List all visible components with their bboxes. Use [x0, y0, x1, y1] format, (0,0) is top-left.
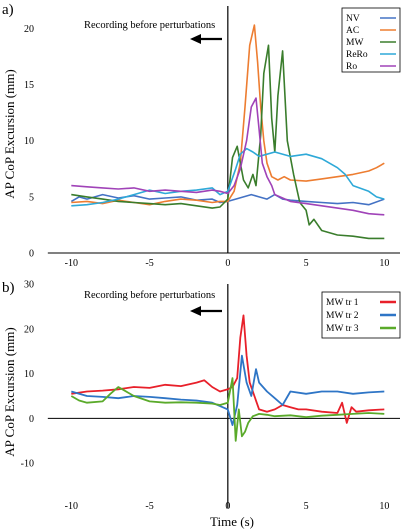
legend-label: MW tr 1 — [326, 298, 359, 308]
series-line-mw-tr-2 — [71, 354, 385, 427]
legend-label: MW tr 3 — [326, 324, 359, 334]
x-axis-label: Time (s) — [210, 514, 254, 529]
y-axis-label: AP CoP Excursion (mm) — [2, 69, 17, 198]
panel-label: b) — [2, 280, 15, 296]
panel-label: a) — [2, 2, 14, 18]
annotation-arrowhead — [190, 34, 201, 44]
y-tick-label: 0 — [29, 249, 34, 260]
x-tick-label: 5 — [304, 501, 309, 512]
panel-b: b) AP CoP Excursion (mm) Recording befor… — [2, 280, 401, 529]
x-tick-label: -10 — [65, 258, 78, 269]
legend-label: AC — [346, 26, 359, 36]
annotation-arrowhead — [190, 306, 201, 316]
y-tick-label: 15 — [24, 80, 34, 91]
annotation-text: Recording before perturbations — [84, 20, 215, 31]
x-tick-label: 5 — [304, 258, 309, 269]
x-tick-label: 10 — [379, 258, 389, 269]
legend-label: ReRo — [346, 50, 368, 60]
y-tick-label: 0 — [29, 414, 34, 425]
series-line-mw-tr-1 — [71, 314, 385, 424]
series-line-mw — [71, 44, 385, 240]
y-tick-label: 30 — [24, 280, 34, 291]
x-tick-label: -10 — [65, 501, 78, 512]
x-tick-label: 10 — [379, 501, 389, 512]
y-tick-label: 5 — [29, 192, 34, 203]
x-tick-label: -5 — [145, 501, 153, 512]
x-tick-label: 0 — [225, 258, 230, 269]
legend-label: NV — [346, 14, 360, 24]
legend-label: MW tr 2 — [326, 311, 359, 321]
annotation-text: Recording before perturbations — [84, 290, 215, 301]
y-tick-label: 20 — [24, 24, 34, 35]
legend-label: MW — [346, 38, 363, 48]
y-tick-label: 10 — [24, 369, 34, 380]
x-tick-label: -5 — [145, 258, 153, 269]
y-axis-label: AP CoP Excursion (mm) — [2, 327, 17, 456]
y-tick-label: 10 — [24, 136, 34, 147]
series-line-mw-tr-3 — [70, 377, 385, 442]
series-line-ro — [71, 97, 385, 216]
y-tick-label: 20 — [24, 324, 34, 335]
y-tick-label: -10 — [21, 459, 34, 470]
panel-a: a) AP CoP Excursion (mm) Recording befor… — [2, 2, 401, 269]
legend-label: Ro — [346, 62, 357, 72]
x-tick-label: 0 — [225, 501, 230, 512]
